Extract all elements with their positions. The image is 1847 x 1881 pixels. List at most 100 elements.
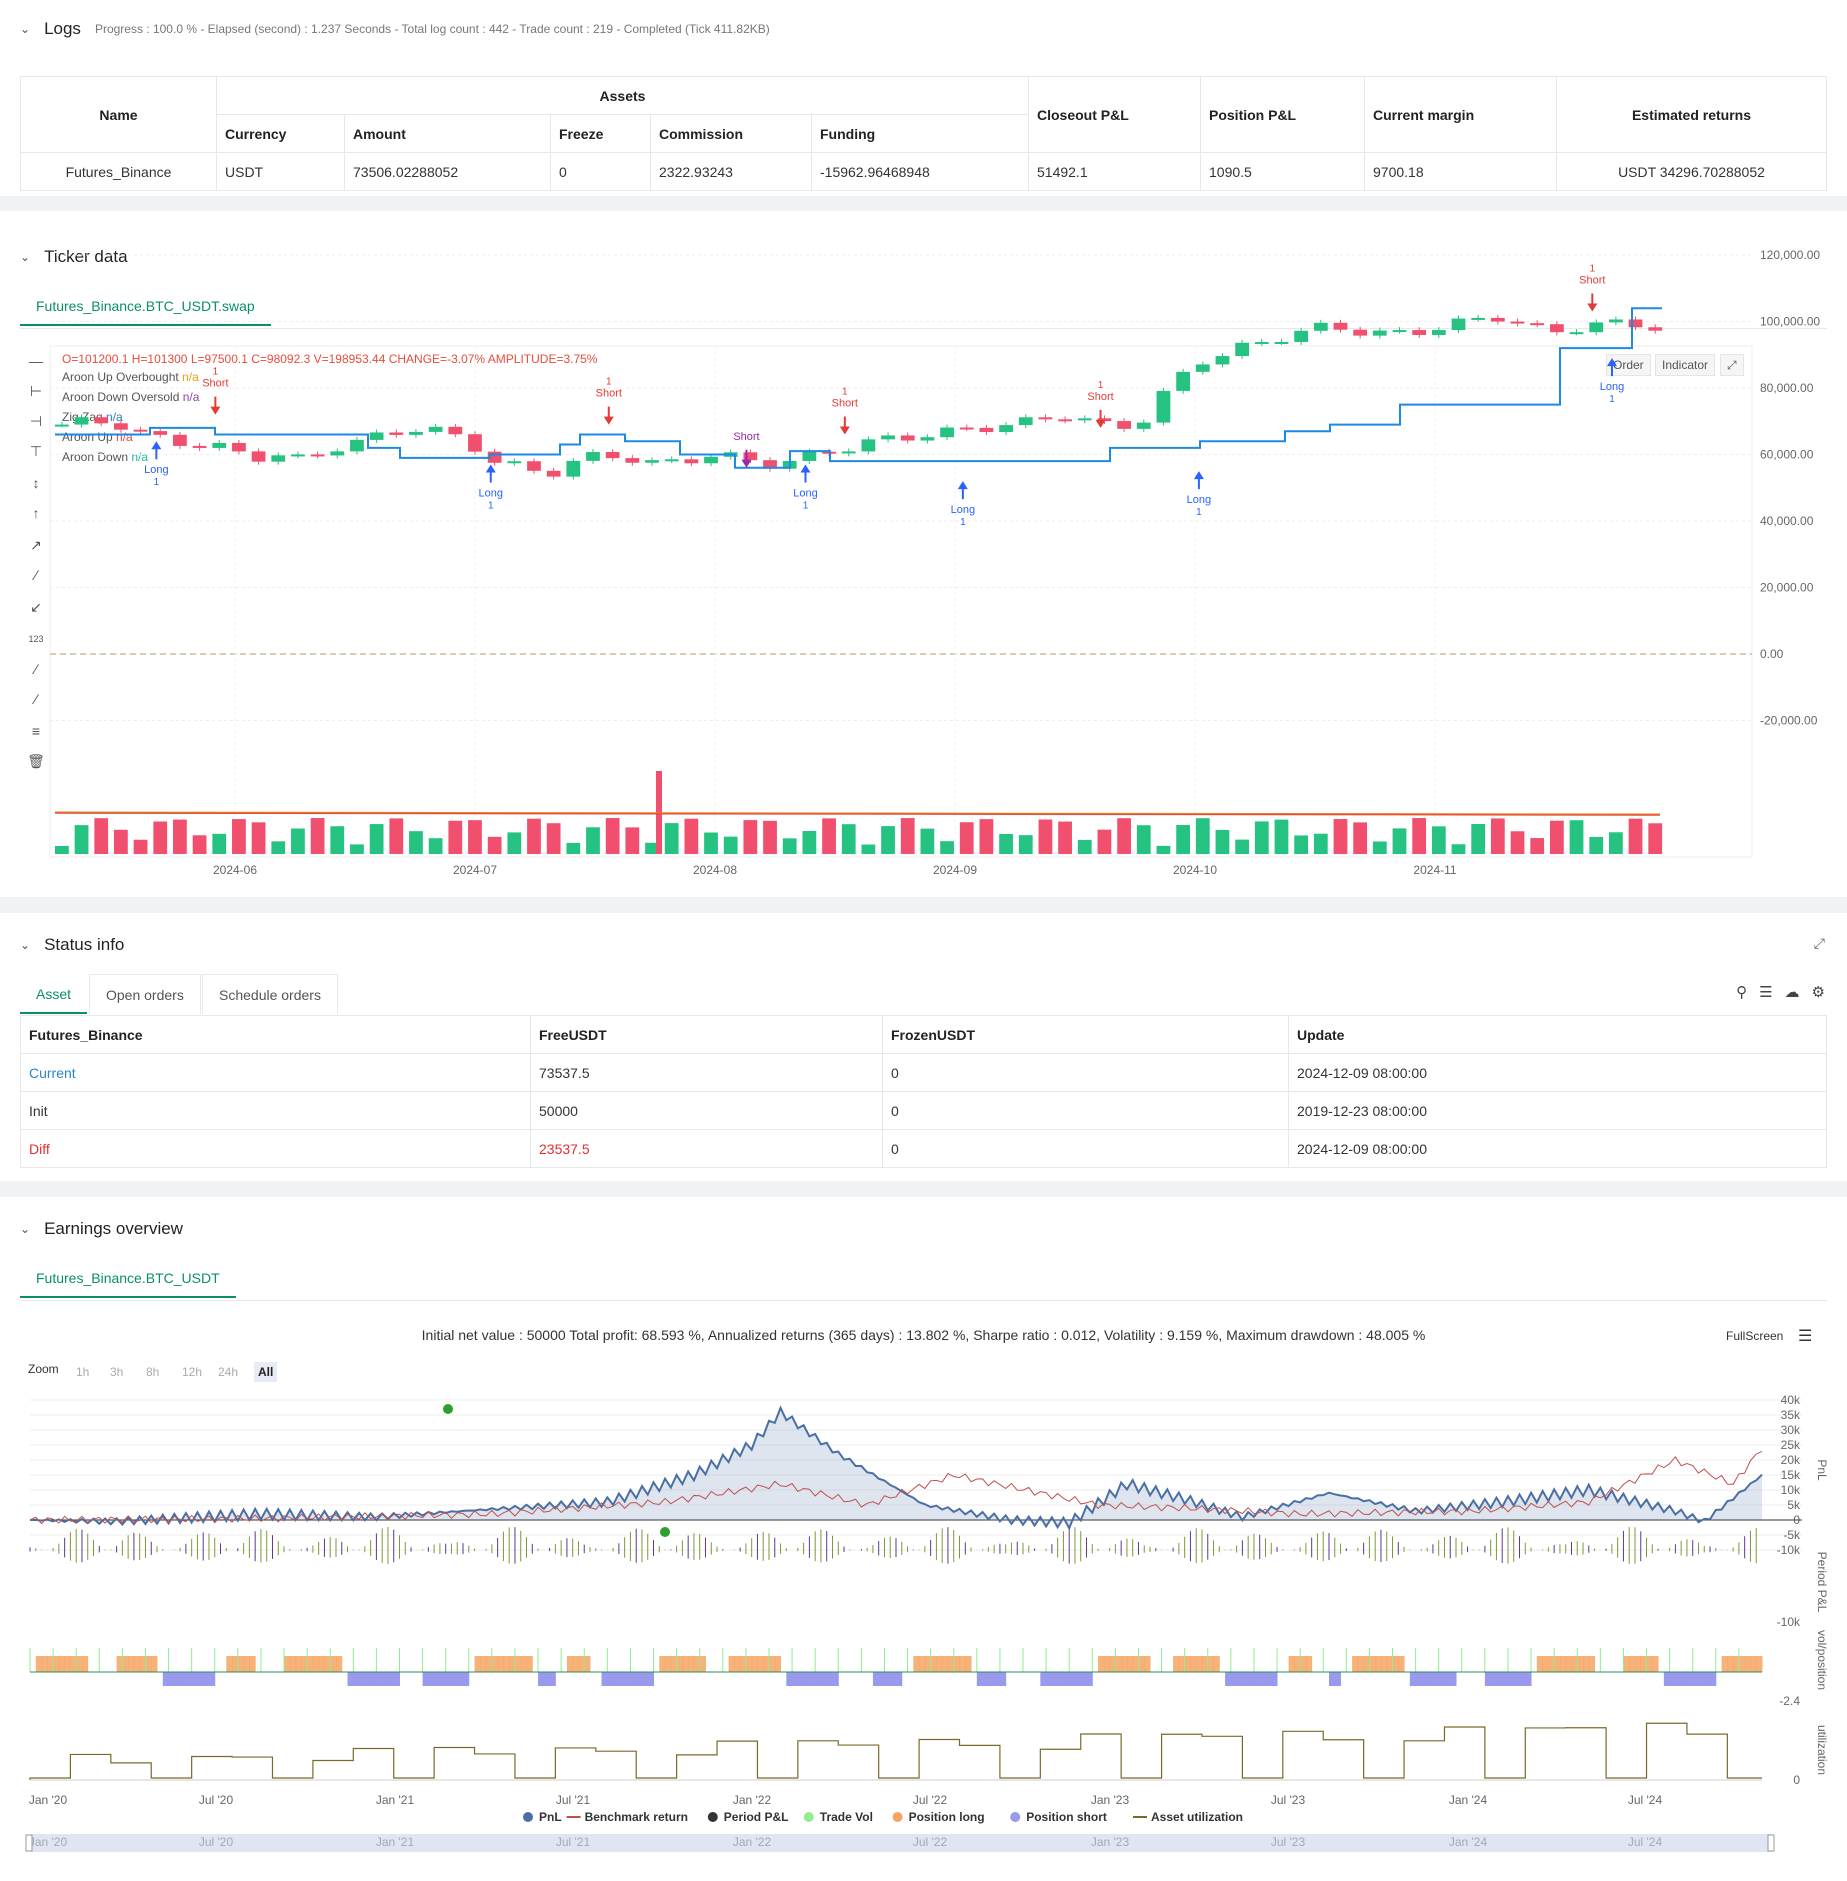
volume-bar xyxy=(723,836,738,854)
position-short-bar xyxy=(1086,1672,1093,1686)
price-line-tool-icon[interactable]: ⊤ xyxy=(29,443,43,459)
position-long-bar xyxy=(688,1656,695,1672)
price-label-tool-icon[interactable]: 123 xyxy=(28,634,44,644)
legend-aroon-up[interactable]: Aroon Up n/a xyxy=(62,430,133,444)
vertical-ray-tool-icon[interactable]: ↑ xyxy=(32,505,40,521)
x-tick-label: Jul '21 xyxy=(556,1793,591,1807)
trash-icon[interactable]: 🗑 xyxy=(27,753,45,769)
tab-asset[interactable]: Asset xyxy=(20,974,88,1014)
list-icon[interactable]: ☰ xyxy=(1759,984,1773,1001)
zoom-all[interactable]: All xyxy=(254,1362,278,1382)
candle-body xyxy=(1451,318,1466,331)
col-margin: Current margin xyxy=(1364,76,1557,153)
fib-tool-icon[interactable]: ∕ xyxy=(34,691,38,707)
menu-icon[interactable]: ☰ xyxy=(1798,1328,1813,1345)
candle-body xyxy=(1136,422,1151,429)
position-long-bar xyxy=(1121,1656,1128,1672)
segment-tool-icon[interactable]: ∕ xyxy=(34,567,38,583)
vertical-line-tool-icon[interactable]: ↕ xyxy=(32,475,40,491)
assets-table: Name Assets Closeout P&L Position P&L Cu… xyxy=(20,76,1827,191)
candle-body xyxy=(1569,332,1584,335)
grid-tool-icon[interactable]: ≡ xyxy=(31,723,41,739)
position-short-bar xyxy=(803,1672,810,1686)
candle-body xyxy=(1628,319,1643,328)
candle-body xyxy=(841,451,856,454)
logs-header[interactable]: ⌄ Logs Progress : 100.0 % - Elapsed (sec… xyxy=(20,14,770,44)
position-short-bar xyxy=(1225,1672,1232,1686)
legend-aroon-up-overbought[interactable]: Aroon Up Overbought n/a xyxy=(62,370,199,384)
position-long-bar xyxy=(1738,1656,1746,1672)
volume-bar xyxy=(1490,818,1505,854)
chevron-down-icon[interactable]: ⌄ xyxy=(20,22,31,36)
tab-open-orders[interactable]: Open orders xyxy=(89,974,201,1014)
signal-qty: 1 xyxy=(803,500,809,511)
position-long-bar xyxy=(665,1656,672,1672)
legend-aroon-down-oversold[interactable]: Aroon Down Oversold n/a xyxy=(62,390,199,404)
parallel-channel-tool-icon[interactable]: ∕ xyxy=(34,661,38,677)
position-short-bar xyxy=(797,1672,805,1686)
legend-aroon-down[interactable]: Aroon Down n/a xyxy=(62,450,148,464)
position-long-bar xyxy=(1634,1656,1642,1672)
short-arrow-icon xyxy=(839,416,850,435)
position-long-bar xyxy=(41,1656,48,1672)
chevron-down-icon[interactable]: ⌄ xyxy=(20,250,31,264)
position-long-bar xyxy=(64,1656,71,1672)
position-long-bar xyxy=(122,1656,129,1672)
horizontal-line-tool-icon[interactable]: ⊢ xyxy=(29,383,43,399)
axis-title: vol/position xyxy=(1815,1630,1829,1690)
zoom-24h[interactable]: 24h xyxy=(218,1365,239,1379)
position-short-bar xyxy=(1686,1672,1694,1686)
zoom-12h[interactable]: 12h xyxy=(182,1365,203,1379)
chevron-down-icon[interactable]: ⌄ xyxy=(20,1222,31,1236)
position-long-bar xyxy=(1733,1656,1740,1672)
tab-ticker-symbol[interactable]: Futures_Binance.BTC_USDT.swap xyxy=(20,286,271,326)
zoom-1h[interactable]: 1h xyxy=(76,1365,90,1379)
ohlc-close: C=98092.3 xyxy=(251,352,311,366)
position-long-bar xyxy=(768,1656,776,1672)
gear-icon[interactable]: ⚙ xyxy=(1811,984,1825,1001)
legend-dot xyxy=(707,1812,718,1822)
table-row: Diff 23537.5 0 2024-12-09 08:00:00 xyxy=(20,1129,1827,1168)
position-short-bar xyxy=(1253,1672,1261,1686)
pnl-line xyxy=(29,1405,1763,1531)
candle-body xyxy=(369,432,384,440)
candle-body xyxy=(1412,330,1427,335)
legend-zig-zag[interactable]: Zig Zag n/a xyxy=(62,410,123,424)
volume-bar xyxy=(861,844,876,854)
crosshair-tool-icon[interactable]: — xyxy=(29,353,43,369)
position-short-bar xyxy=(1259,1672,1266,1686)
indicator-button[interactable]: Indicator xyxy=(1655,354,1716,376)
zoom-3h[interactable]: 3h xyxy=(110,1365,124,1379)
pnl-area xyxy=(30,1407,1762,1529)
ohlc-volume: V=198953.44 xyxy=(313,352,386,366)
search-icon[interactable]: ⚲ xyxy=(1736,984,1748,1001)
table-row: Current 73537.5 0 2024-12-09 08:00:00 xyxy=(20,1053,1827,1092)
candle-body xyxy=(566,460,581,477)
ticker-header[interactable]: ⌄ Ticker data xyxy=(20,242,128,272)
position-short-bar xyxy=(976,1672,984,1686)
navigator-range xyxy=(30,1834,1772,1852)
x-tick-label: 2024-11 xyxy=(1413,863,1456,877)
status-header[interactable]: ⌄ Status info xyxy=(20,930,124,960)
cell: 0 xyxy=(882,1091,1289,1130)
fullscreen-button[interactable]: FullScreen xyxy=(1726,1329,1784,1343)
y-tick-label: 40,000.00 xyxy=(1760,514,1814,528)
cloud-download-icon[interactable]: ☁ xyxy=(1784,984,1800,1001)
tab-earnings-symbol[interactable]: Futures_Binance.BTC_USDT xyxy=(20,1258,236,1298)
zoom-8h[interactable]: 8h xyxy=(146,1365,160,1379)
volume-bar xyxy=(900,818,915,854)
expand-icon[interactable]: ⤢ xyxy=(1720,354,1744,376)
trend-line-tool-icon[interactable]: ↗ xyxy=(30,537,42,553)
earnings-header[interactable]: ⌄ Earnings overview xyxy=(20,1214,183,1244)
order-button[interactable]: Order xyxy=(1606,354,1651,376)
x-tick-label: Jan '24 xyxy=(1449,1793,1488,1807)
volume-bar xyxy=(1648,823,1663,854)
arrow-tool-icon[interactable]: ↙ xyxy=(30,599,42,615)
collapse-icon[interactable]: ⤢ xyxy=(1813,935,1825,951)
candle-body xyxy=(1038,417,1053,420)
volume-bar xyxy=(428,838,443,854)
legend-label: Position long xyxy=(909,1810,985,1824)
tab-schedule-orders[interactable]: Schedule orders xyxy=(202,974,338,1014)
ray-tool-icon[interactable]: ⊣ xyxy=(29,413,43,429)
chevron-down-icon[interactable]: ⌄ xyxy=(20,938,31,952)
